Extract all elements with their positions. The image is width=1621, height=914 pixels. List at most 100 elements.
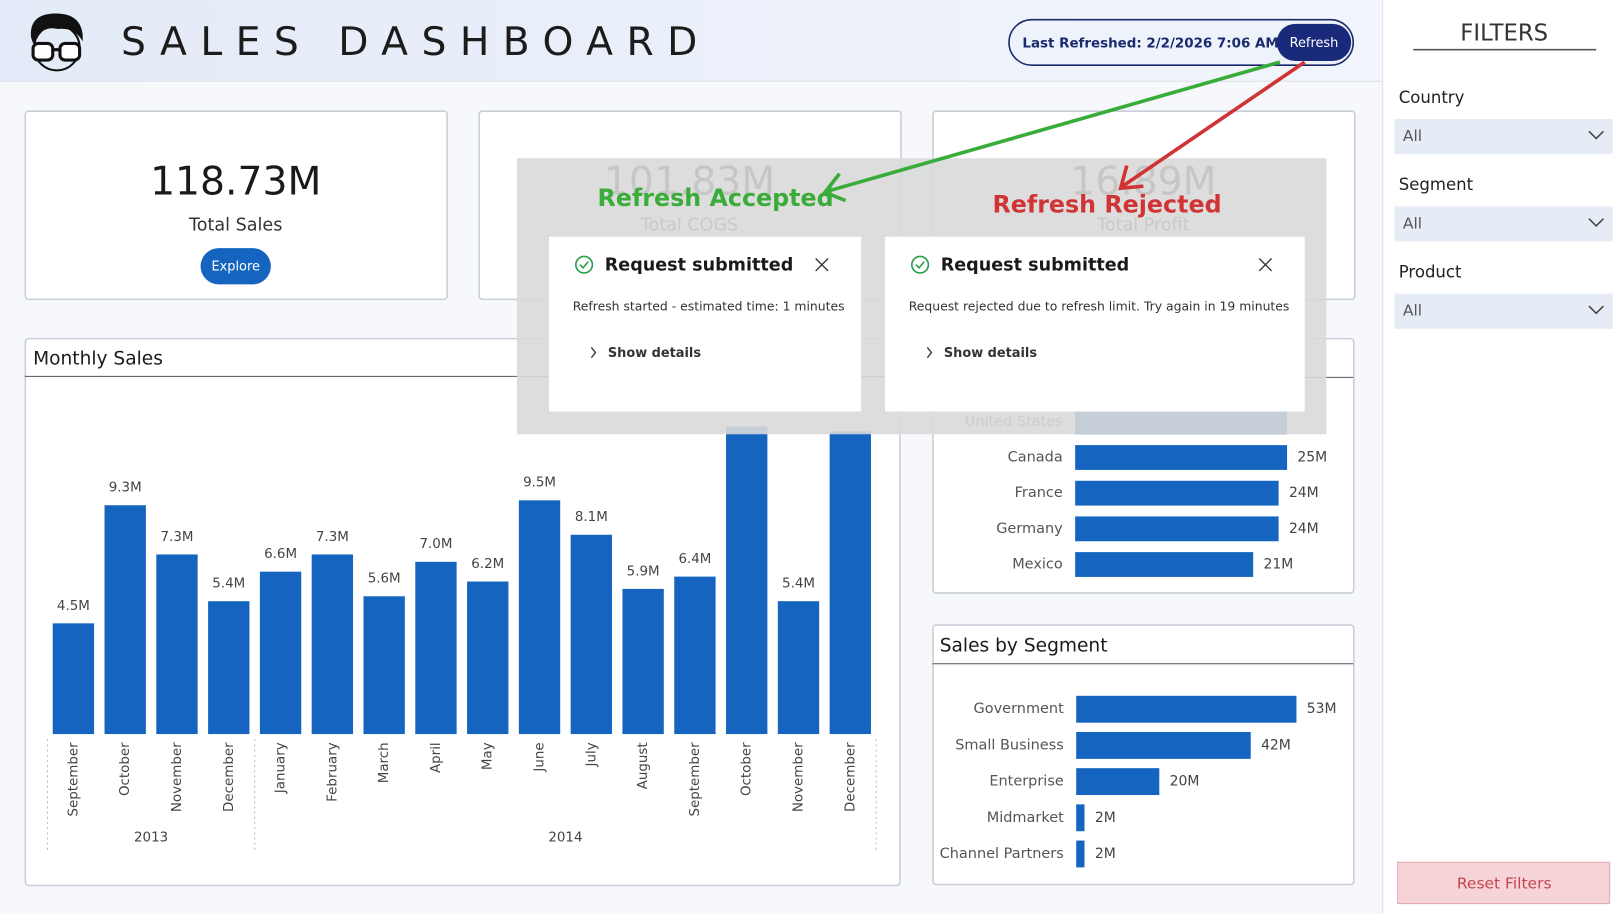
bar (1075, 516, 1279, 542)
x-tick-label: October (118, 742, 133, 796)
success-icon (910, 255, 930, 274)
x-tick-label: November (170, 742, 185, 812)
bar-value-label: 7.0M (419, 537, 452, 552)
x-tick-label: May (481, 742, 496, 770)
bar (777, 601, 820, 735)
bar-value-label: 2M (1095, 810, 1116, 826)
refresh-button[interactable] (1276, 23, 1352, 62)
toast-message: Request rejected due to refresh limit. T… (909, 299, 1290, 314)
filter-dropdown[interactable] (1394, 118, 1613, 155)
toast-details: Show details (944, 346, 1037, 361)
y-tick-label: Canada (1008, 450, 1063, 466)
bar (104, 505, 146, 735)
filter-dropdown[interactable] (1394, 206, 1613, 242)
bar-value-label: 5.4M (212, 577, 245, 592)
bar (1076, 768, 1160, 796)
bar (1076, 695, 1297, 723)
filter-dropdown[interactable] (1394, 293, 1613, 329)
dashboard-title: SALES DASHBOARD (121, 20, 711, 65)
reset-filters-label: Reset Filters (1457, 874, 1552, 892)
refresh-pill (1008, 18, 1355, 66)
y-tick-label: Government (974, 701, 1065, 717)
bar (208, 601, 250, 735)
bar (467, 581, 509, 735)
toast (884, 236, 1305, 412)
filters-title: FILTERS (1460, 21, 1548, 47)
success-check (579, 261, 589, 270)
bar (726, 426, 768, 735)
bar (1076, 731, 1251, 759)
explore-button[interactable] (200, 248, 271, 285)
x-tick-label: September (688, 742, 703, 817)
rejected-arrow (1121, 60, 1306, 188)
bar-value-label: 5.9M (627, 564, 660, 579)
x-tick-label: April (429, 742, 444, 773)
bar (52, 623, 95, 735)
rejected-arrowhead (1118, 164, 1144, 191)
filter-value: All (1403, 302, 1422, 320)
filter-label: Country (1399, 88, 1465, 107)
x-tick-label: January (274, 742, 289, 794)
bar (674, 576, 716, 735)
last-refreshed: Last Refreshed: 2/2/2026 7:06 AM (1022, 36, 1278, 51)
bar-value-label: 24M (1289, 485, 1319, 501)
bar-value-label: 53M (1307, 701, 1337, 717)
x-group-label: 2013 (134, 830, 168, 845)
bar (518, 500, 561, 735)
bar-value-label: 42M (1261, 737, 1291, 753)
x-tick-label: February (325, 742, 340, 802)
x-tick-label: December (222, 742, 237, 812)
bar-value-label: 2M (1095, 846, 1116, 862)
dropdown-chevron (1588, 130, 1604, 140)
bar-value-label: 9.5M (523, 476, 556, 491)
x-tick-label: March (377, 742, 392, 783)
accepted-arrowhead (822, 172, 847, 203)
dropdown-chevron (1588, 218, 1604, 228)
accepted-arrow (826, 60, 1281, 194)
reset-filters-button[interactable] (1397, 861, 1611, 905)
bar-value-label: 9.3M (109, 481, 142, 496)
annotation-accepted: Refresh Accepted (598, 184, 834, 212)
bar-value-label: 6.2M (471, 557, 504, 572)
toast-message: Refresh started - estimated time: 1 minu… (573, 299, 845, 314)
bar (1075, 445, 1288, 470)
y-tick-label: France (1015, 485, 1063, 501)
bar-value-label: 24M (1289, 521, 1319, 537)
bar-value-label: 7.3M (161, 530, 194, 545)
y-tick-label: Enterprise (989, 774, 1064, 790)
bar (829, 431, 871, 735)
bar (1076, 840, 1085, 868)
bar-value-label: 8.1M (575, 510, 608, 525)
bar (415, 561, 457, 735)
bar (156, 554, 198, 735)
kpi-label: Total Sales (188, 215, 282, 235)
bar-value-label: 4.5M (57, 599, 90, 614)
x-tick-label: October (740, 742, 755, 796)
details-chevron (926, 346, 933, 359)
bar (311, 554, 354, 735)
chart-title: Monthly Sales (33, 348, 163, 369)
bar (1076, 804, 1085, 832)
success-check (915, 261, 925, 270)
x-tick-label: September (66, 742, 81, 817)
kpi-card (24, 110, 448, 301)
x-tick-label: July (584, 742, 599, 767)
bar-value-label: 6.6M (264, 547, 297, 562)
bar (363, 596, 405, 735)
explore-button-label: Explore (211, 259, 259, 274)
logo (30, 13, 83, 72)
filter-label: Product (1399, 262, 1462, 281)
toast-details: Show details (608, 346, 701, 361)
filter-value: All (1403, 127, 1422, 145)
x-group-label: 2014 (548, 830, 582, 845)
filter-value: All (1403, 214, 1422, 232)
bar (259, 571, 302, 735)
kpi-value: 118.73M (150, 160, 321, 205)
toast (548, 236, 862, 412)
filter-label: Segment (1399, 175, 1474, 194)
chart-title: Sales by Segment (940, 636, 1108, 657)
toast-close[interactable] (815, 258, 829, 272)
toast-close[interactable] (1258, 258, 1273, 272)
